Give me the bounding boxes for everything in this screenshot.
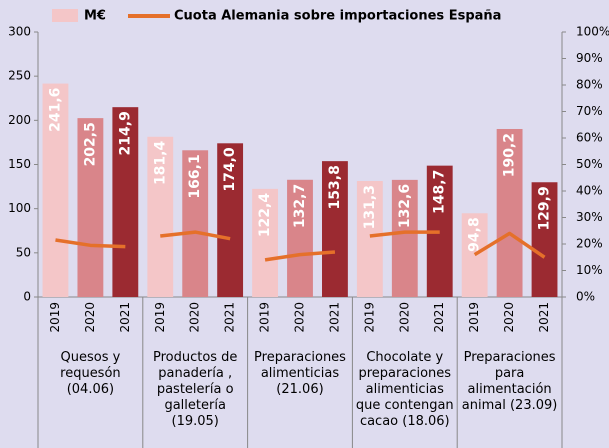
value-label: 190,2: [502, 133, 518, 177]
x-tick-label: 2019: [362, 302, 376, 333]
y2-tick-label: 20%: [576, 237, 603, 251]
value-label: 166,1: [187, 154, 203, 198]
group-label: Productos de panadería , pastelería o ga…: [152, 350, 238, 429]
value-label: 132,6: [397, 184, 413, 228]
y2-tick-label: 10%: [576, 263, 603, 277]
bar: [496, 128, 523, 297]
y-tick-label: 50: [16, 245, 31, 259]
line-segment: [369, 230, 440, 238]
line-segment: [55, 238, 126, 249]
bar: [77, 118, 104, 297]
x-tick-label: 2021: [118, 302, 132, 333]
y2-tick-label: 40%: [576, 184, 603, 198]
y2-tick-label: 0%: [576, 290, 595, 304]
bar: [356, 181, 383, 297]
group-label: Preparaciones alimenticias (21.06): [254, 350, 346, 397]
value-label: 148,7: [432, 170, 448, 214]
value-label: 94,8: [467, 217, 483, 252]
x-tick-label: 2021: [537, 302, 551, 333]
legend-swatch: [52, 9, 78, 22]
x-tick-label: 2019: [467, 302, 481, 333]
x-tick-label: 2019: [48, 302, 62, 333]
bar: [287, 179, 313, 297]
y2-tick-label: 30%: [576, 210, 603, 224]
value-label: 181,4: [152, 141, 168, 186]
bar: [42, 83, 69, 297]
x-tick-label: 2019: [258, 302, 272, 333]
value-label: 174,0: [222, 147, 238, 192]
y2-tick-label: 50%: [576, 157, 603, 171]
value-label: 202,5: [82, 122, 98, 166]
bar: [531, 182, 558, 297]
value-label: 129,9: [537, 186, 553, 230]
y2-tick-label: 60%: [576, 131, 603, 145]
value-label: 132,7: [292, 184, 308, 228]
bar: [217, 143, 244, 297]
x-tick-label: 2019: [153, 302, 167, 333]
x-tick-label: 2020: [502, 302, 516, 333]
bar: [147, 136, 174, 297]
x-tick-label: 2021: [432, 302, 446, 333]
x-tick-label: 2021: [327, 302, 341, 333]
group-label: Preparaciones para alimentación animal (…: [461, 350, 558, 413]
x-tick-label: 2020: [188, 302, 202, 333]
y-tick-label: 150: [8, 157, 31, 171]
bar: [461, 213, 488, 297]
line-segment: [264, 250, 336, 262]
y2-tick-label: 80%: [576, 78, 603, 92]
y-tick-label: 300: [8, 25, 31, 39]
bar: [112, 107, 139, 298]
legend-label: Cuota Alemania sobre importaciones Españ…: [174, 9, 501, 24]
y2-tick-label: 70%: [576, 104, 603, 118]
value-label: 131,3: [362, 185, 378, 229]
bar: [182, 150, 209, 297]
y-tick-label: 100: [8, 201, 31, 215]
x-tick-label: 2021: [223, 302, 237, 333]
line-segment: [473, 231, 546, 259]
bar: [252, 188, 278, 297]
y2-tick-label: 90%: [576, 51, 603, 65]
y-tick-label: 200: [8, 113, 31, 127]
value-label: 214,9: [117, 111, 133, 155]
x-tick-label: 2020: [293, 302, 307, 333]
bar: [322, 161, 348, 297]
x-tick-label: 2020: [83, 302, 97, 333]
y2-tick-label: 100%: [576, 25, 609, 39]
value-label: 122,4: [257, 193, 273, 238]
line-segment: [160, 230, 231, 241]
y-tick-label: 250: [8, 69, 31, 83]
group-label: Quesos y requesón (04.06): [60, 350, 121, 397]
value-label: 241,6: [47, 88, 63, 132]
value-label: 153,8: [327, 165, 343, 209]
legend-label: M€: [84, 9, 106, 24]
bar: [391, 179, 418, 297]
group-label: Chocolate y preparaciones alimenticias q…: [355, 350, 454, 429]
y-tick-label: 0: [23, 290, 31, 304]
x-tick-label: 2020: [397, 302, 411, 333]
